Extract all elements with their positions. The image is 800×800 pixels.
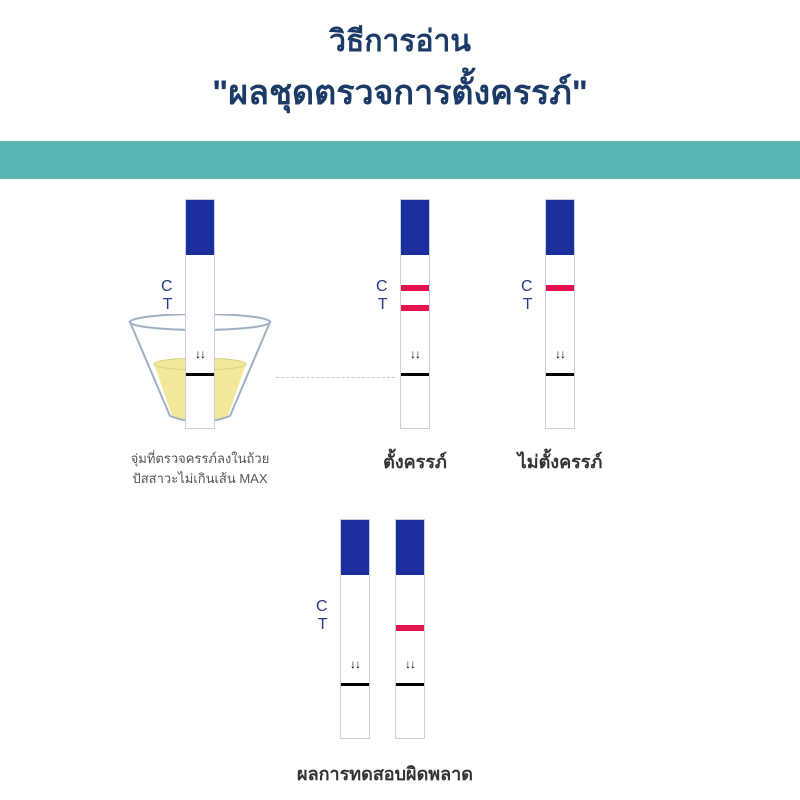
dashed-guideline: [276, 377, 395, 378]
t-label: T: [376, 296, 388, 314]
down-arrows-icon: ↓↓: [186, 348, 214, 360]
test-strip-invalid-blank: ↓↓: [340, 519, 370, 739]
t-label: T: [521, 296, 533, 314]
test-strip-invalid-t-only: ↓↓: [395, 519, 425, 739]
strip-cap: [401, 200, 429, 255]
ct-labels: C T: [521, 278, 533, 315]
down-arrows-icon: ↓↓: [546, 348, 574, 360]
c-label: C: [316, 598, 328, 616]
max-line: [546, 373, 574, 376]
strip-cap: [186, 200, 214, 255]
caption-dip-line-2: ปัสสาวะไม่เกินเส้น MAX: [132, 471, 267, 486]
headline-line-2: "ผลชุดตรวจการตั้งครรภ์": [0, 65, 800, 119]
caption-pregnant: ตั้งครรภ์: [360, 447, 470, 476]
test-strip-dip: ↓↓: [185, 199, 215, 429]
c-line: [546, 285, 574, 291]
ct-labels: C T: [376, 278, 388, 315]
max-line: [401, 373, 429, 376]
ct-labels: C T: [161, 278, 173, 315]
down-arrows-icon: ↓↓: [396, 658, 424, 670]
strip-cap: [546, 200, 574, 255]
caption-not-pregnant: ไม่ตั้งครรภ์: [495, 447, 625, 476]
test-strip-pregnant: ↓↓: [400, 199, 430, 429]
t-line: [401, 305, 429, 311]
diagram-canvas: ↓↓ C T ↓↓ C T ↓↓ C T จุ่มที่ตรวจครรภ์ลงใ…: [0, 179, 800, 799]
ct-labels: C T: [316, 598, 328, 635]
headline-line-1: วิธีการอ่าน: [0, 18, 800, 65]
down-arrows-icon: ↓↓: [341, 658, 369, 670]
strip-cap: [396, 520, 424, 575]
caption-dip: จุ่มที่ตรวจครรภ์ลงในถ้วย ปัสสาวะไม่เกินเ…: [110, 449, 290, 488]
t-line: [396, 625, 424, 631]
caption-invalid: ผลการทดสอบผิดพลาด: [270, 759, 500, 788]
t-label: T: [161, 296, 173, 314]
teal-band: [0, 141, 800, 179]
test-strip-not-pregnant: ↓↓: [545, 199, 575, 429]
c-label: C: [161, 278, 173, 296]
strip-cap: [341, 520, 369, 575]
caption-dip-line-1: จุ่มที่ตรวจครรภ์ลงในถ้วย: [131, 451, 270, 466]
t-label: T: [316, 616, 328, 634]
max-line: [396, 683, 424, 686]
header: วิธีการอ่าน "ผลชุดตรวจการตั้งครรภ์": [0, 0, 800, 141]
max-line: [186, 373, 214, 376]
c-label: C: [376, 278, 388, 296]
c-label: C: [521, 278, 533, 296]
max-line: [341, 683, 369, 686]
c-line: [401, 285, 429, 291]
down-arrows-icon: ↓↓: [401, 348, 429, 360]
